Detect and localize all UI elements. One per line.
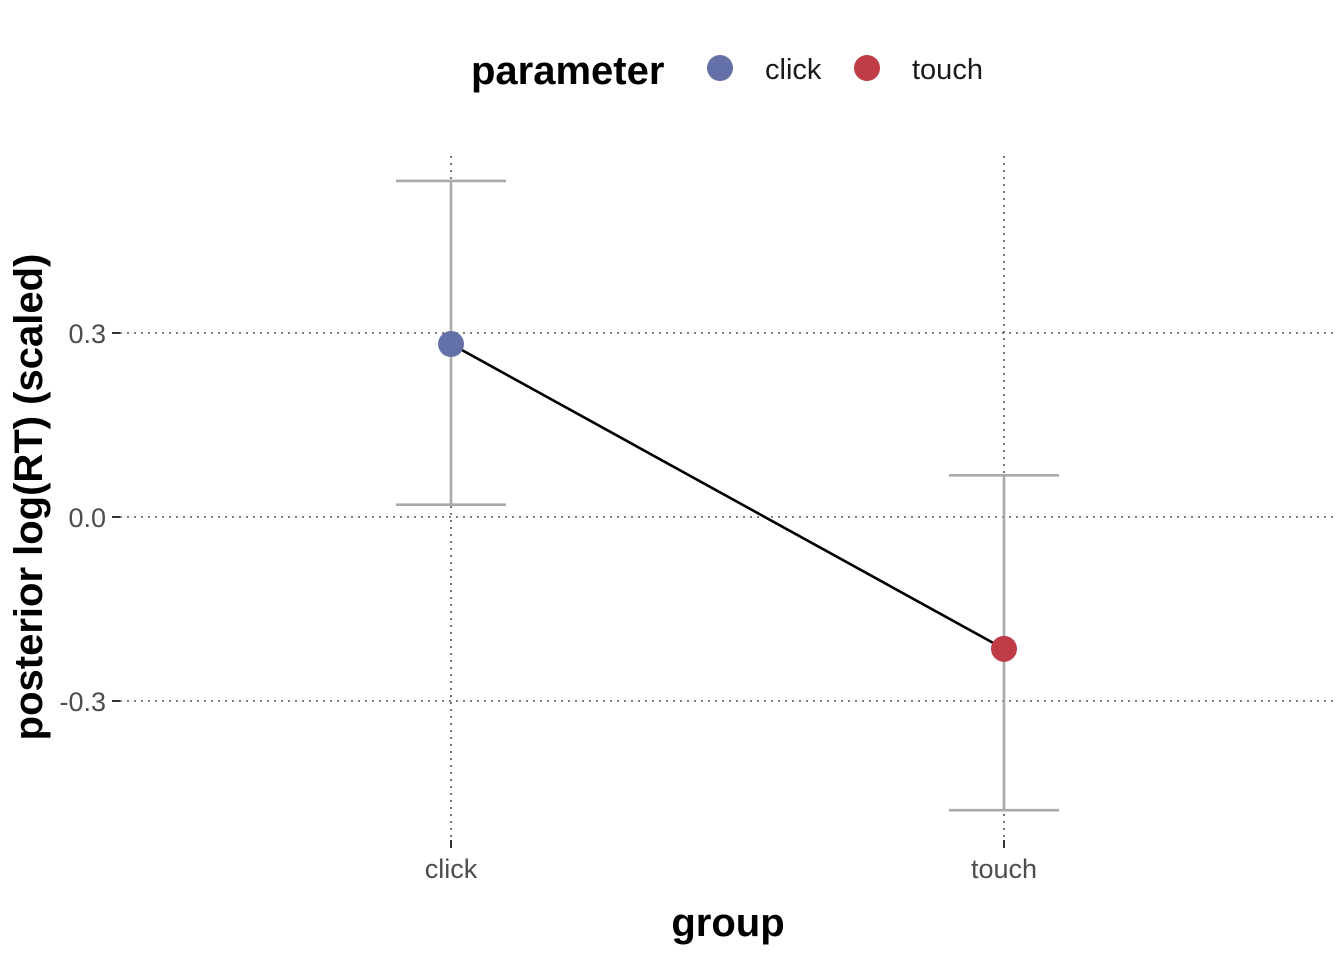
- y-tick-label: -0.3: [59, 687, 106, 717]
- legend-title: parameter: [471, 49, 664, 93]
- connector-line-layer: [450, 342, 1005, 651]
- y-tick-label: 0.3: [68, 319, 106, 349]
- legend-label-touch: touch: [912, 54, 983, 86]
- x-axis-title: group: [671, 901, 784, 945]
- legend: parameter click touch: [471, 49, 983, 93]
- connector-line: [450, 342, 1005, 651]
- legend-label-click: click: [765, 54, 822, 86]
- point-touch: [991, 635, 1017, 662]
- x-tick-label: touch: [971, 854, 1037, 884]
- legend-key-touch: [854, 55, 880, 81]
- points: [438, 331, 1017, 662]
- point-click: [438, 331, 464, 358]
- axis-ticks: -0.3 0.0 0.3 click touch: [59, 319, 1037, 884]
- x-tick-label: click: [425, 854, 478, 884]
- legend-key-click: [707, 55, 733, 81]
- y-axis-title: posterior log(RT) (scaled): [7, 254, 51, 741]
- y-tick-label: 0.0: [68, 503, 106, 533]
